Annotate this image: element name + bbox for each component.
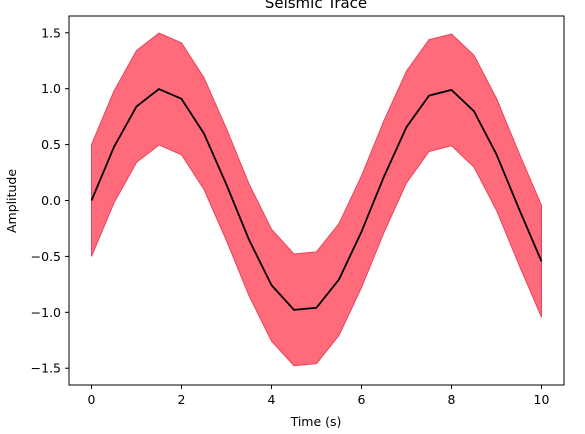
x-axis: 0 2 4 6 8 10 bbox=[88, 385, 550, 407]
plot-area bbox=[90, 32, 543, 367]
x-tick-label: 6 bbox=[358, 392, 366, 407]
y-tick-label: −1.0 bbox=[31, 305, 61, 320]
y-tick-label: −1.5 bbox=[31, 361, 61, 376]
uncertainty-band bbox=[91, 32, 542, 367]
x-tick-label: 4 bbox=[268, 392, 276, 407]
seismic-trace-line bbox=[90, 88, 543, 311]
x-tick-label: 8 bbox=[448, 392, 456, 407]
x-tick-label: 0 bbox=[88, 392, 96, 407]
y-tick-label: 1.5 bbox=[41, 25, 61, 40]
y-tick-label: 0.0 bbox=[41, 193, 61, 208]
x-tick-label: 10 bbox=[534, 392, 550, 407]
y-tick-label: −0.5 bbox=[31, 249, 61, 264]
y-tick-label: 0.5 bbox=[41, 137, 61, 152]
chart-title: Seismic Trace bbox=[265, 0, 367, 12]
x-axis-label: Time (s) bbox=[290, 414, 342, 429]
y-axis-label: Amplitude bbox=[4, 169, 19, 233]
y-tick-label: 1.0 bbox=[41, 81, 61, 96]
x-tick-label: 2 bbox=[178, 392, 186, 407]
y-axis: −1.5 −1.0 −0.5 0.0 0.5 1.0 1.5 bbox=[31, 25, 69, 376]
